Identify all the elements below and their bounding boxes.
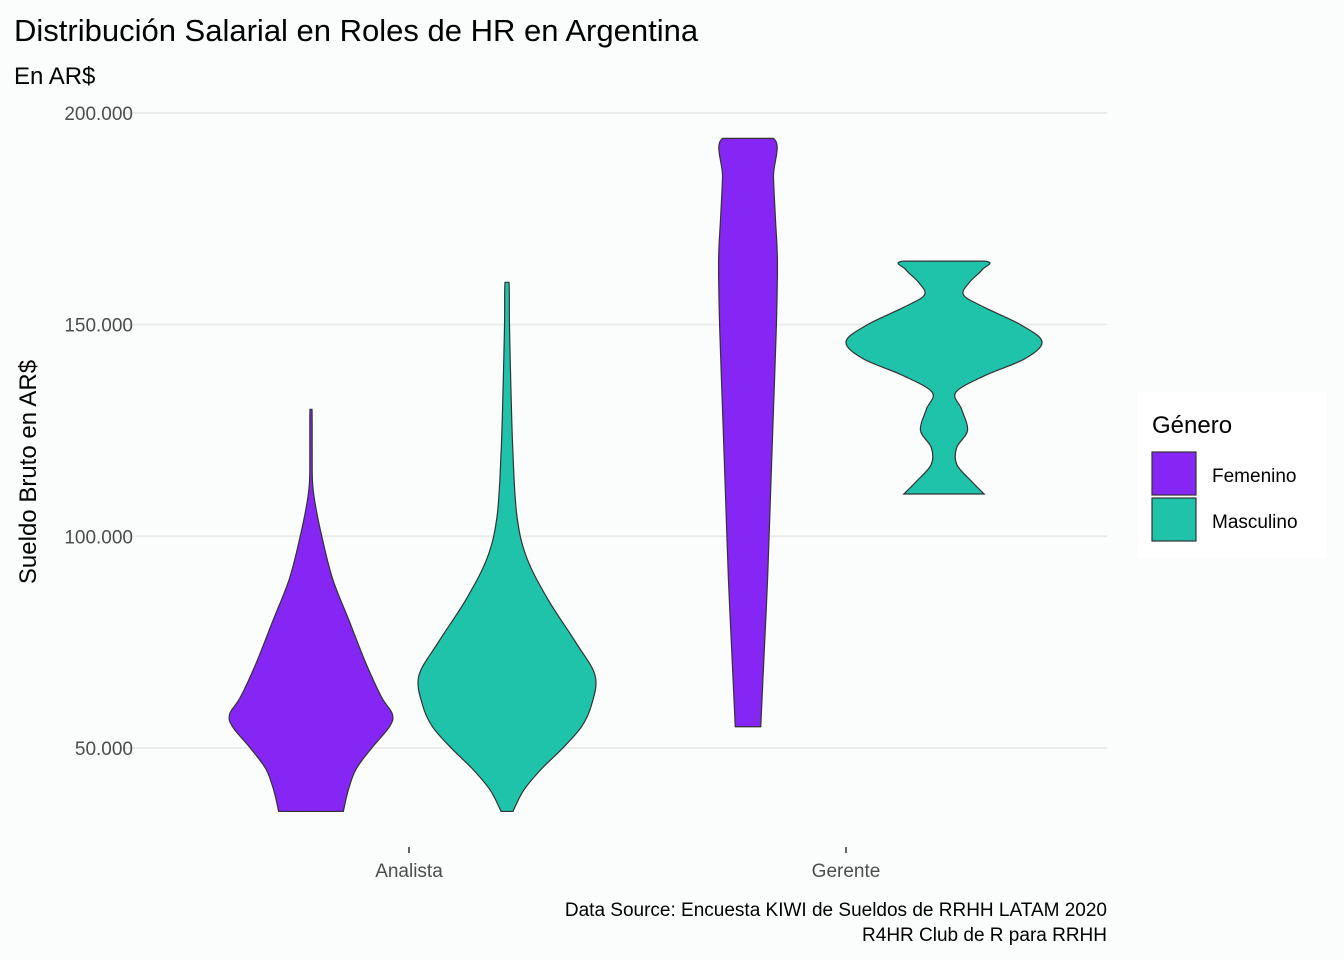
legend-key-femenino — [1151, 451, 1197, 496]
legend-title: Género — [1152, 412, 1232, 439]
caption-credit: R4HR Club de R para RRHH — [862, 925, 1107, 946]
legend-label-masculino: Masculino — [1212, 512, 1298, 533]
y-tick-label: 150.000 — [64, 316, 133, 337]
grid-lines — [120, 112, 1107, 749]
y-tick-label: 50.000 — [75, 739, 133, 760]
chart-title: Distribución Salarial en Roles de HR en … — [14, 13, 699, 48]
legend: Género Femenino Masculino — [1137, 392, 1327, 558]
violin-analista-femenino — [228, 408, 394, 813]
violin-gerente-femenino — [717, 137, 779, 728]
x-axis-ticks: Analista Gerente — [375, 847, 880, 882]
legend-label-femenino: Femenino — [1212, 466, 1297, 487]
chart-subtitle: En AR$ — [14, 63, 95, 90]
x-tick-label: Analista — [375, 861, 443, 882]
y-tick-labels: 50.000 100.000 150.000 200.000 — [64, 104, 133, 760]
violin-analista-masculino — [417, 281, 597, 813]
caption-source: Data Source: Encuesta KIWI de Sueldos de… — [565, 900, 1107, 921]
y-axis-label: Sueldo Bruto en AR$ — [15, 360, 42, 584]
y-tick-label: 100.000 — [64, 527, 133, 548]
y-tick-label: 200.000 — [64, 104, 133, 125]
violins — [228, 137, 1043, 813]
violin-gerente-masculino — [845, 260, 1043, 495]
x-tick-label: Gerente — [812, 861, 881, 882]
legend-key-masculino — [1151, 497, 1197, 542]
